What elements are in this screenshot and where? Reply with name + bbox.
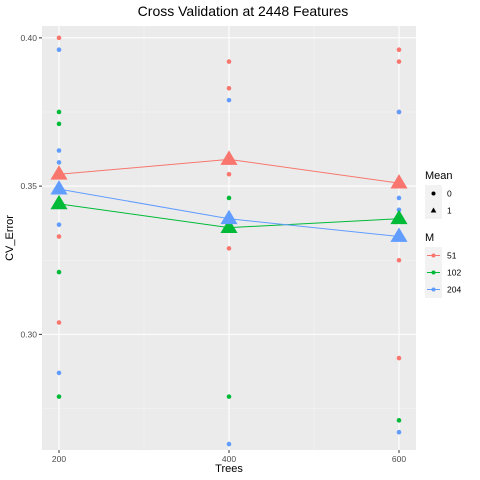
data-point-102 [226, 195, 232, 201]
data-point-51 [396, 59, 402, 64]
legend-point-swatch [431, 253, 436, 258]
x-tick-label: 400 [222, 454, 236, 464]
mean-marker-102 [220, 218, 238, 234]
legend-m-label-102: 102 [447, 268, 461, 278]
legend-m-label-51: 51 [447, 251, 457, 261]
y-axis-title: CV_Error [4, 215, 16, 261]
legend-m: M 51 102 204 [425, 232, 461, 298]
legend-point-swatch [431, 287, 436, 292]
data-point-102 [56, 394, 62, 399]
data-point-102 [56, 269, 62, 275]
mean-marker-204 [220, 209, 238, 225]
data-point-51 [226, 85, 232, 91]
data-point-102 [226, 394, 232, 399]
mean-markers [50, 150, 408, 242]
data-point-204 [396, 109, 402, 115]
mean-marker-102 [50, 194, 68, 210]
data-point-51 [56, 320, 62, 325]
data-point-204 [396, 429, 402, 435]
x-axis-ticks: 200 400 600 [52, 450, 406, 464]
x-tick-label: 200 [52, 454, 66, 464]
legend-triangle-icon [430, 207, 437, 213]
mean-marker-102 [390, 209, 408, 225]
data-point-51 [226, 246, 232, 251]
data-point-102 [56, 109, 62, 115]
data-point-51 [226, 59, 232, 64]
chart-title: Cross Validation at 2448 Features [138, 3, 349, 19]
mean-marker-204 [390, 227, 408, 242]
legend-m-title: M [425, 232, 434, 244]
legend-circle-icon [431, 191, 436, 196]
data-point-102 [396, 418, 402, 423]
data-point-51 [396, 257, 402, 263]
legend-mean-label-0: 0 [447, 189, 452, 199]
data-point-204 [56, 148, 62, 153]
legend-point-swatch [431, 270, 436, 275]
y-tick-label: 0.30 [20, 329, 37, 339]
y-tick-label: 0.35 [20, 181, 37, 191]
mean-marker-51 [50, 165, 68, 180]
data-point-204 [56, 370, 62, 376]
data-point-51 [226, 171, 232, 177]
mean-marker-204 [50, 180, 68, 195]
data-point-51 [396, 47, 402, 53]
mean-marker-51 [390, 174, 408, 189]
data-point-204 [56, 47, 62, 53]
data-point-204 [56, 222, 62, 227]
x-tick-label: 600 [392, 454, 406, 464]
legend-item-204: 204 [425, 281, 461, 298]
data-point-204 [226, 441, 232, 447]
legend-mean-title: Mean [425, 170, 453, 182]
x-axis-title: Trees [215, 463, 243, 475]
legend-mean: Mean 0 1 [425, 170, 453, 219]
data-point-204 [396, 195, 402, 201]
data-point-102 [56, 121, 62, 127]
data-point-204 [226, 97, 232, 103]
data-point-51 [56, 234, 62, 239]
data-point-51 [56, 35, 62, 41]
y-axis-ticks: 0.30 0.35 0.40 [20, 33, 42, 339]
data-point-51 [396, 355, 402, 361]
legend-item-102: 102 [425, 264, 461, 281]
data-point-204 [56, 160, 62, 165]
legend-mean-label-1: 1 [447, 206, 452, 216]
mean-marker-51 [220, 150, 238, 165]
legend-m-label-204: 204 [447, 285, 461, 295]
legend-item-51: 51 [425, 247, 457, 264]
y-tick-label: 0.40 [20, 33, 37, 43]
